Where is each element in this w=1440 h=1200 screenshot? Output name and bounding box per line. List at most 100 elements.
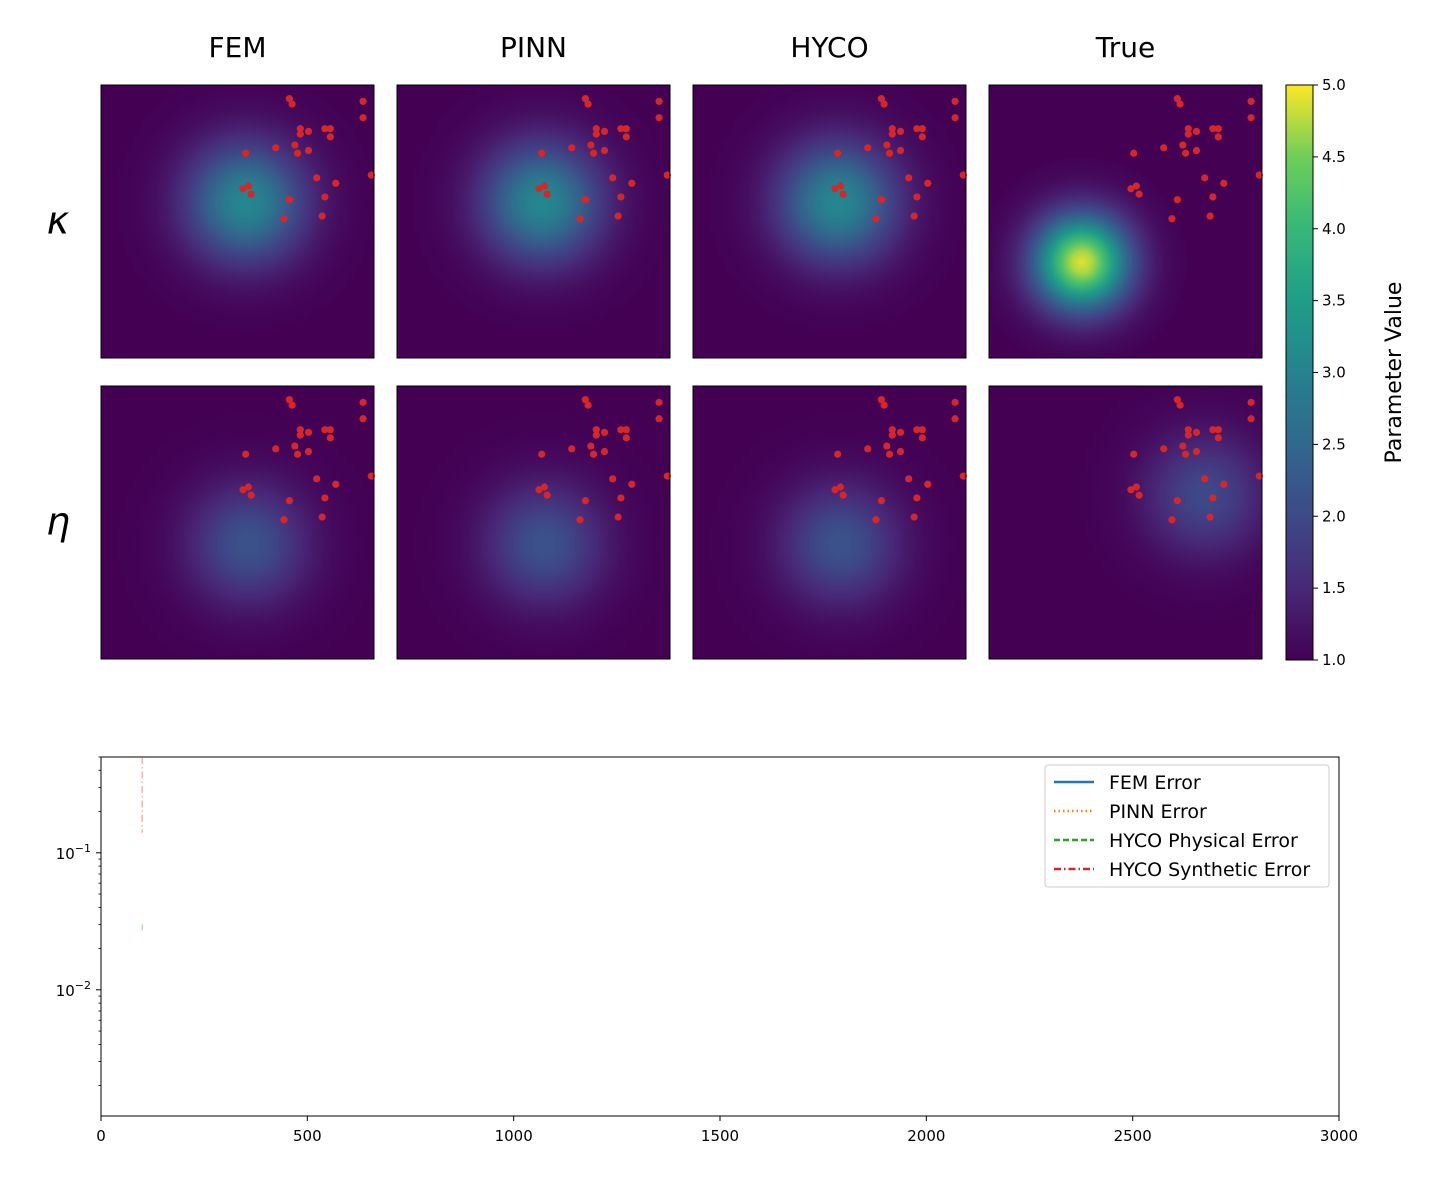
observation-point <box>1176 100 1184 108</box>
observation-point <box>883 442 891 450</box>
heatmap-panel-eta-fem <box>100 385 375 660</box>
column-title-pinn: PINN <box>500 31 567 64</box>
observation-point <box>864 445 872 453</box>
observation-point <box>885 149 894 157</box>
observation-point <box>896 146 905 155</box>
column-title-fem: FEM <box>209 31 267 64</box>
observation-point <box>622 434 630 442</box>
x-tick-label: 1000 <box>495 1127 533 1145</box>
observation-point <box>1214 133 1222 141</box>
observation-point <box>535 486 543 494</box>
observation-point <box>592 426 600 434</box>
observation-point <box>1181 450 1190 458</box>
observation-point <box>540 483 549 491</box>
observation-point <box>959 171 967 179</box>
observation-point <box>918 434 926 442</box>
heatmap-grid: FEM PINN HYCO True κ η <box>46 31 1263 660</box>
observation-point <box>913 125 921 133</box>
observation-point <box>576 215 584 223</box>
row-label-kappa: κ <box>47 199 70 243</box>
observation-point <box>959 472 967 480</box>
observation-point <box>288 401 296 409</box>
observation-point <box>1192 447 1201 456</box>
x-tick-label: 0 <box>96 1127 106 1145</box>
observation-point <box>244 483 253 491</box>
observation-point <box>1176 401 1184 409</box>
observation-point <box>589 149 598 157</box>
observation-point <box>296 431 304 439</box>
observation-point <box>247 190 255 198</box>
observation-point <box>831 185 839 193</box>
colorbar-tick-label: 1.0 <box>1322 651 1346 669</box>
observation-point <box>1247 415 1255 423</box>
observation-point <box>1192 127 1201 136</box>
colorbar-tick-label: 3.5 <box>1322 292 1346 310</box>
observation-point <box>1214 434 1222 442</box>
observation-point <box>888 426 896 434</box>
observation-point <box>280 516 288 524</box>
observation-point <box>359 398 367 406</box>
legend-label: HYCO Physical Error <box>1109 830 1298 852</box>
observation-point <box>905 475 913 483</box>
observation-point <box>584 100 592 108</box>
observation-point <box>535 185 543 193</box>
observation-point <box>834 450 842 458</box>
observation-point <box>1130 149 1138 157</box>
observation-point <box>576 516 584 524</box>
observation-point <box>880 401 888 409</box>
observation-point <box>628 480 636 488</box>
heatmap-panel-eta-true <box>988 385 1263 660</box>
observation-point <box>913 494 921 502</box>
observation-point <box>359 97 367 105</box>
x-tick-label: 500 <box>293 1127 322 1145</box>
observation-point <box>880 100 888 108</box>
observation-point <box>321 193 329 201</box>
observation-point <box>293 149 302 157</box>
observation-point <box>609 475 617 483</box>
observation-point <box>592 125 600 133</box>
observation-point <box>617 125 625 133</box>
observation-point <box>609 174 617 182</box>
observation-point <box>913 193 921 201</box>
observation-point <box>622 125 630 133</box>
observation-point <box>918 426 926 434</box>
observation-point <box>1132 483 1141 491</box>
observation-point <box>872 215 880 223</box>
observation-point <box>888 125 896 133</box>
observation-point <box>367 472 375 480</box>
observation-point <box>244 182 253 190</box>
observation-point <box>836 182 845 190</box>
observation-point <box>628 179 636 187</box>
observation-point <box>247 491 255 499</box>
observation-point <box>614 212 622 220</box>
observation-point <box>896 428 905 437</box>
observation-point <box>1173 497 1181 505</box>
observation-point <box>896 127 905 136</box>
observation-point <box>617 494 625 502</box>
observation-point <box>538 450 546 458</box>
observation-point <box>877 396 885 404</box>
x-tick-label: 1500 <box>701 1127 739 1145</box>
observation-point <box>540 182 549 190</box>
observation-point <box>1184 130 1192 138</box>
legend-label: PINN Error <box>1109 801 1207 823</box>
observation-point <box>872 516 880 524</box>
observation-point <box>1247 97 1255 105</box>
observation-point <box>543 190 551 198</box>
observation-point <box>242 149 250 157</box>
observation-point <box>839 190 847 198</box>
observation-point <box>285 396 293 404</box>
observation-point <box>1247 398 1255 406</box>
observation-point <box>836 483 845 491</box>
observation-point <box>272 445 280 453</box>
observation-point <box>304 146 313 155</box>
observation-point <box>1179 442 1187 450</box>
colorbar: 1.0 1.5 2.0 2.5 3.0 3.5 4.0 4.5 5.0 Parameter Val… <box>1285 76 1407 669</box>
observation-point <box>1132 182 1141 190</box>
observation-point <box>924 480 932 488</box>
heatmap-panel-eta-hyco <box>692 385 967 660</box>
observation-point <box>1130 450 1138 458</box>
heatmap-panel-kappa-fem <box>100 84 375 359</box>
observation-point <box>313 174 321 182</box>
observation-point <box>663 472 671 480</box>
